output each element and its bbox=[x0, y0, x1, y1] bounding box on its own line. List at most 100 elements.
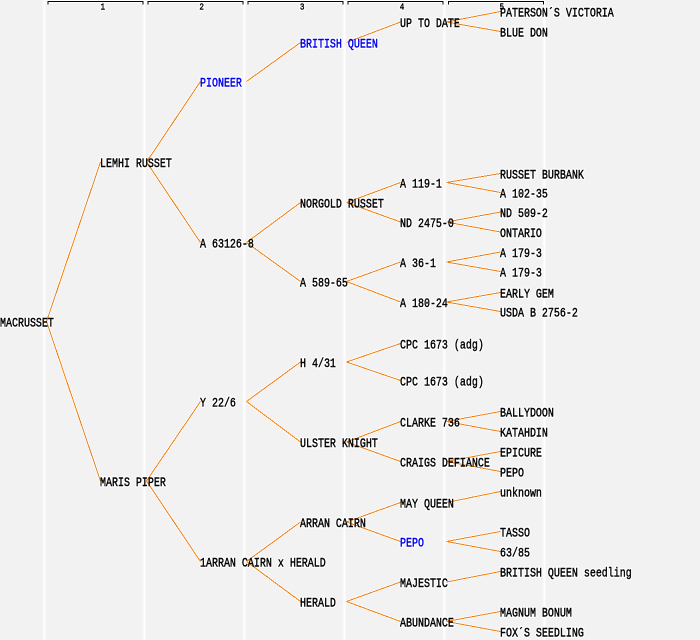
svg-text:1ARRAN CAIRN x HERALD: 1ARRAN CAIRN x HERALD bbox=[200, 558, 326, 571]
svg-text:TASSO: TASSO bbox=[500, 528, 530, 541]
svg-text:A 589-65: A 589-65 bbox=[300, 278, 348, 291]
svg-text:LEMHI RUSSET: LEMHI RUSSET bbox=[100, 158, 172, 171]
svg-text:ONTARIO: ONTARIO bbox=[500, 228, 542, 241]
svg-text:BLUE DON: BLUE DON bbox=[500, 28, 548, 41]
svg-text:ND 509-2: ND 509-2 bbox=[500, 208, 548, 221]
svg-text:MAGNUM BONUM: MAGNUM BONUM bbox=[500, 608, 572, 621]
svg-text:A 179-3: A 179-3 bbox=[500, 248, 542, 261]
svg-text:MAY QUEEN: MAY QUEEN bbox=[400, 499, 454, 512]
svg-text:BLUE DON: BLUE DON bbox=[500, 28, 548, 41]
svg-text:unknown: unknown bbox=[500, 488, 542, 501]
svg-text:EARLY GEM: EARLY GEM bbox=[500, 289, 554, 302]
svg-text:PIONEER: PIONEER bbox=[200, 78, 242, 91]
svg-text:63/85: 63/85 bbox=[500, 548, 530, 561]
svg-text:CLARKE 736: CLARKE 736 bbox=[400, 418, 460, 431]
svg-text:ULSTER KNIGHT: ULSTER KNIGHT bbox=[300, 438, 378, 451]
svg-text:MACRUSSET: MACRUSSET bbox=[0, 318, 54, 331]
svg-text:CPC 1673 (adg): CPC 1673 (adg) bbox=[400, 340, 484, 353]
svg-text:USDA B 2756-2: USDA B 2756-2 bbox=[500, 308, 578, 321]
svg-text:BALLYDOON: BALLYDOON bbox=[500, 408, 554, 421]
svg-text:PEPO: PEPO bbox=[400, 538, 424, 551]
svg-text:ND 2475-0: ND 2475-0 bbox=[400, 218, 454, 231]
svg-text:UP TO DATE: UP TO DATE bbox=[400, 18, 460, 31]
svg-text:A 180-24: A 180-24 bbox=[400, 298, 448, 311]
svg-text:1: 1 bbox=[101, 2, 106, 13]
svg-text:RUSSET BURBANK: RUSSET BURBANK bbox=[500, 170, 584, 183]
svg-text:1ARRAN CAIRN x HERALD: 1ARRAN CAIRN x HERALD bbox=[200, 558, 326, 571]
svg-text:A 179-3: A 179-3 bbox=[500, 248, 542, 261]
svg-text:HERALD: HERALD bbox=[300, 598, 336, 611]
svg-text:ND 509-2: ND 509-2 bbox=[500, 208, 548, 221]
svg-text:ABUNDANCE: ABUNDANCE bbox=[400, 618, 454, 631]
svg-text:ABUNDANCE: ABUNDANCE bbox=[400, 618, 454, 631]
svg-text:PATERSON´S VICTORIA: PATERSON´S VICTORIA bbox=[500, 7, 614, 21]
svg-text:EPICURE: EPICURE bbox=[500, 448, 542, 461]
svg-text:MARIS PIPER: MARIS PIPER bbox=[100, 477, 166, 490]
svg-text:CPC 1673 (adg): CPC 1673 (adg) bbox=[400, 377, 484, 390]
svg-text:NORGOLD RUSSET: NORGOLD RUSSET bbox=[300, 199, 384, 212]
svg-text:A 180-24: A 180-24 bbox=[400, 298, 448, 311]
svg-text:CRAIGS DEFIANCE: CRAIGS DEFIANCE bbox=[400, 458, 490, 471]
svg-text:MAY QUEEN: MAY QUEEN bbox=[400, 499, 454, 512]
svg-text:ND 2475-0: ND 2475-0 bbox=[400, 218, 454, 231]
svg-text:A 179-3: A 179-3 bbox=[500, 268, 542, 281]
svg-text:UP TO DATE: UP TO DATE bbox=[400, 18, 460, 31]
svg-text:KATAHDIN: KATAHDIN bbox=[500, 428, 548, 441]
svg-text:CLARKE 736: CLARKE 736 bbox=[400, 418, 460, 431]
svg-text:A 36-1: A 36-1 bbox=[400, 258, 436, 271]
svg-text:PATERSON´S VICTORIA: PATERSON´S VICTORIA bbox=[500, 7, 614, 21]
svg-text:A 63126-8: A 63126-8 bbox=[200, 239, 254, 252]
svg-text:USDA B 2756-2: USDA B 2756-2 bbox=[500, 308, 578, 321]
svg-text:ARRAN CAIRN: ARRAN CAIRN bbox=[300, 518, 366, 531]
svg-text:BRITISH QUEEN seedling: BRITISH QUEEN seedling bbox=[500, 568, 632, 581]
svg-text:2: 2 bbox=[199, 2, 204, 13]
svg-text:RUSSET BURBANK: RUSSET BURBANK bbox=[500, 170, 584, 183]
svg-text:BRITISH QUEEN: BRITISH QUEEN bbox=[300, 39, 378, 52]
svg-text:63/85: 63/85 bbox=[500, 548, 530, 561]
svg-text:1: 1 bbox=[101, 2, 106, 13]
svg-text:2: 2 bbox=[199, 2, 204, 13]
svg-text:EARLY GEM: EARLY GEM bbox=[500, 289, 554, 302]
svg-text:5: 5 bbox=[500, 2, 505, 13]
svg-text:PIONEER: PIONEER bbox=[200, 78, 242, 91]
svg-text:BALLYDOON: BALLYDOON bbox=[500, 408, 554, 421]
svg-text:Y 22/6: Y 22/6 bbox=[200, 398, 236, 411]
svg-text:Y 22/6: Y 22/6 bbox=[200, 398, 236, 411]
svg-text:H 4/31: H 4/31 bbox=[300, 358, 336, 371]
svg-text:MAGNUM BONUM: MAGNUM BONUM bbox=[500, 608, 572, 621]
svg-text:CPC 1673 (adg): CPC 1673 (adg) bbox=[400, 377, 484, 390]
svg-text:4: 4 bbox=[400, 2, 405, 13]
svg-text:A 102-35: A 102-35 bbox=[500, 189, 548, 202]
svg-text:A 36-1: A 36-1 bbox=[400, 258, 436, 271]
svg-text:A 179-3: A 179-3 bbox=[500, 268, 542, 281]
svg-text:A 119-1: A 119-1 bbox=[400, 179, 442, 192]
svg-text:MACRUSSET: MACRUSSET bbox=[0, 318, 54, 331]
svg-text:PEPO: PEPO bbox=[500, 468, 524, 481]
svg-text:H 4/31: H 4/31 bbox=[300, 358, 336, 371]
svg-text:A 63126-8: A 63126-8 bbox=[200, 239, 254, 252]
svg-text:HERALD: HERALD bbox=[300, 598, 336, 611]
svg-text:BRITISH QUEEN: BRITISH QUEEN bbox=[300, 39, 378, 52]
svg-text:FOX´S SEEDLING: FOX´S SEEDLING bbox=[500, 627, 584, 640]
svg-text:ULSTER KNIGHT: ULSTER KNIGHT bbox=[300, 438, 378, 451]
svg-text:5: 5 bbox=[500, 2, 505, 13]
svg-text:4: 4 bbox=[400, 2, 405, 13]
svg-text:A 119-1: A 119-1 bbox=[400, 179, 442, 192]
svg-text:PEPO: PEPO bbox=[400, 538, 424, 551]
svg-text:EPICURE: EPICURE bbox=[500, 448, 542, 461]
svg-text:3: 3 bbox=[300, 2, 305, 13]
svg-text:MAJESTIC: MAJESTIC bbox=[400, 578, 448, 591]
svg-text:TASSO: TASSO bbox=[500, 528, 530, 541]
svg-text:3: 3 bbox=[300, 2, 305, 13]
svg-text:unknown: unknown bbox=[500, 488, 542, 501]
svg-text:MAJESTIC: MAJESTIC bbox=[400, 578, 448, 591]
svg-text:LEMHI RUSSET: LEMHI RUSSET bbox=[100, 158, 172, 171]
svg-text:FOX´S SEEDLING: FOX´S SEEDLING bbox=[500, 627, 584, 640]
svg-text:KATAHDIN: KATAHDIN bbox=[500, 428, 548, 441]
svg-text:CRAIGS DEFIANCE: CRAIGS DEFIANCE bbox=[400, 458, 490, 471]
svg-text:CPC 1673 (adg): CPC 1673 (adg) bbox=[400, 340, 484, 353]
svg-text:A 102-35: A 102-35 bbox=[500, 189, 548, 202]
svg-text:A 589-65: A 589-65 bbox=[300, 278, 348, 291]
svg-text:ONTARIO: ONTARIO bbox=[500, 228, 542, 241]
svg-text:PEPO: PEPO bbox=[500, 468, 524, 481]
